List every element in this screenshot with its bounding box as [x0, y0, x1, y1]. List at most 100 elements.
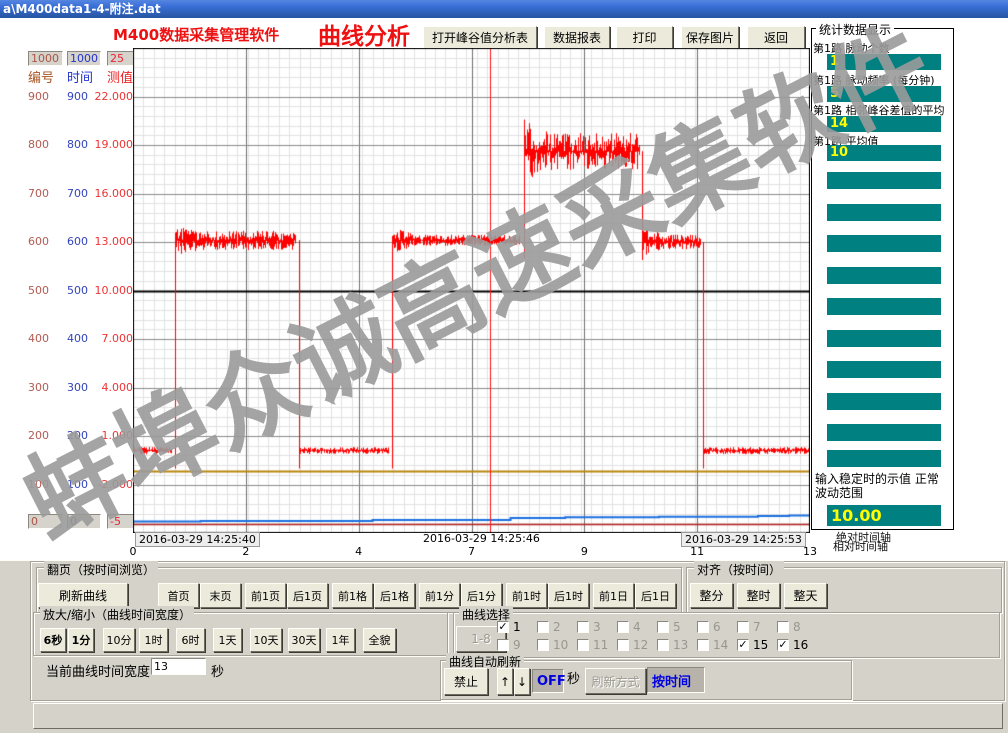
- zoom-group-label: 放大/缩小（曲线时间宽度）: [40, 606, 195, 623]
- checkbox-box[interactable]: [497, 639, 509, 651]
- checkbox-box[interactable]: [537, 621, 549, 633]
- refresh-mode-value[interactable]: 按时间: [647, 667, 705, 693]
- checkbox-box[interactable]: [617, 621, 629, 633]
- axis-row-time: 700: [67, 187, 88, 200]
- paging-button-前1格[interactable]: 前1格: [332, 583, 373, 608]
- zoom-button-1分[interactable]: 1分: [68, 628, 94, 652]
- interval-value-display[interactable]: OFF: [532, 669, 566, 693]
- zoom-button-6秒[interactable]: 6秒: [40, 628, 66, 652]
- refresh-curve-button[interactable]: 刷新曲线: [38, 583, 128, 608]
- axis-row-id: 800: [28, 138, 49, 151]
- zoom-button-6时[interactable]: 6时: [176, 628, 205, 652]
- title-bar[interactable]: a\M400data1-4-附注.dat: [0, 0, 1008, 18]
- zoom-button-1天[interactable]: 1天: [213, 628, 242, 652]
- stat-item-value-bar: 10: [827, 145, 941, 161]
- zoom-button-1年[interactable]: 1年: [326, 628, 355, 652]
- refresh-mode-button[interactable]: 刷新方式: [585, 668, 646, 694]
- paging-button-后1格[interactable]: 后1格: [374, 583, 415, 608]
- align-button-1[interactable]: 整时: [737, 583, 780, 608]
- curve-checkbox-9[interactable]: 9: [497, 638, 521, 652]
- print-button[interactable]: 打印: [616, 26, 673, 49]
- absolute-time-axis-label[interactable]: 绝对时间轴: [836, 531, 891, 544]
- x-tick-label: 9: [580, 545, 588, 558]
- curve-checkbox-14[interactable]: 14: [697, 638, 728, 652]
- checkbox-box[interactable]: [697, 621, 709, 633]
- stat-item-label: 第1路 相邻峰谷差值的平均: [813, 104, 945, 117]
- curve-checkbox-1[interactable]: ✓ 1: [497, 620, 521, 634]
- checkbox-box[interactable]: [617, 639, 629, 651]
- checkbox-box[interactable]: [657, 621, 669, 633]
- axis-row-value: -2.000: [97, 478, 133, 491]
- x-tick-label: 4: [355, 545, 363, 558]
- curve-chart[interactable]: [133, 48, 810, 533]
- curve-checkbox-13[interactable]: 13: [657, 638, 688, 652]
- x-tick-label: 7: [468, 545, 475, 558]
- paging-button-前1时[interactable]: 前1时: [506, 583, 547, 608]
- stat-empty-bar: [827, 235, 941, 252]
- curve-checkbox-3[interactable]: 3: [577, 620, 601, 634]
- stat-empty-bar: [827, 267, 941, 284]
- curve-checkbox-15[interactable]: ✓ 15: [737, 638, 768, 652]
- checkbox-box[interactable]: [697, 639, 709, 651]
- checkbox-box[interactable]: [657, 639, 669, 651]
- curve-checkbox-5[interactable]: 5: [657, 620, 681, 634]
- back-button[interactable]: 返回: [747, 26, 805, 49]
- axis-row-id: 500: [28, 284, 49, 297]
- paging-button-后1日[interactable]: 后1日: [635, 583, 676, 608]
- curve-checkbox-4[interactable]: 4: [617, 620, 641, 634]
- axis-min-input-0[interactable]: 0: [28, 514, 63, 529]
- zoom-button-30天[interactable]: 30天: [288, 628, 320, 652]
- checkbox-box[interactable]: [577, 621, 589, 633]
- curve-checkbox-7[interactable]: 7: [737, 620, 761, 634]
- open-peak-valley-table-button[interactable]: 打开峰谷值分析表: [423, 26, 537, 49]
- checkbox-box[interactable]: [777, 621, 789, 633]
- curve-width-input[interactable]: [151, 658, 206, 675]
- paging-button-后1页[interactable]: 后1页: [287, 583, 328, 608]
- axis-row-id: 100: [28, 478, 49, 491]
- align-button-0[interactable]: 整分: [690, 583, 733, 608]
- zoom-button-10天[interactable]: 10天: [250, 628, 282, 652]
- paging-button-首页[interactable]: 首页: [158, 583, 199, 608]
- checkbox-box[interactable]: ✓: [497, 620, 509, 633]
- paging-button-前1分[interactable]: 前1分: [419, 583, 460, 608]
- interval-up-button[interactable]: ↑: [497, 668, 513, 695]
- axis-row-id: 600: [28, 235, 49, 248]
- x-tick-label: 0: [129, 545, 137, 558]
- checkbox-box[interactable]: [537, 639, 549, 651]
- axis-max-input-1[interactable]: 1000: [67, 51, 101, 66]
- paging-button-末页[interactable]: 末页: [200, 583, 241, 608]
- zoom-button-全貌[interactable]: 全貌: [363, 628, 396, 652]
- align-button-2[interactable]: 整天: [784, 583, 827, 608]
- checkbox-box[interactable]: ✓: [737, 638, 749, 651]
- window-title: a\M400data1-4-附注.dat: [3, 2, 161, 16]
- curve-checkbox-6[interactable]: 6: [697, 620, 721, 634]
- relative-time-axis-label[interactable]: 相对时间轴: [833, 540, 888, 553]
- curve-checkbox-16[interactable]: ✓ 16: [777, 638, 808, 652]
- zoom-button-10分[interactable]: 10分: [103, 628, 135, 652]
- paging-button-前1页[interactable]: 前1页: [245, 583, 286, 608]
- curve-checkbox-10[interactable]: 10: [537, 638, 568, 652]
- axis-row-id: 300: [28, 381, 49, 394]
- paging-button-后1分[interactable]: 后1分: [461, 583, 502, 608]
- data-report-button[interactable]: 数据报表: [544, 26, 610, 49]
- stop-refresh-button[interactable]: 禁止: [444, 668, 488, 695]
- checkbox-label: 2: [553, 620, 561, 634]
- axis-max-input-0[interactable]: 1000: [28, 51, 63, 66]
- axis-row-id: 400: [28, 332, 49, 345]
- checkbox-box[interactable]: [577, 639, 589, 651]
- axis-row-value: 16.000: [94, 187, 134, 200]
- checkbox-box[interactable]: [737, 621, 749, 633]
- curve-checkbox-8[interactable]: 8: [777, 620, 801, 634]
- paging-button-前1日[interactable]: 前1日: [593, 583, 634, 608]
- save-image-button[interactable]: 保存图片: [681, 26, 739, 49]
- bottom-panel-frame: [30, 561, 1005, 701]
- curve-checkbox-2[interactable]: 2: [537, 620, 561, 634]
- paging-button-后1时[interactable]: 后1时: [548, 583, 589, 608]
- interval-down-button[interactable]: ↓: [514, 668, 530, 695]
- curve-checkbox-12[interactable]: 12: [617, 638, 648, 652]
- curve-checkbox-11[interactable]: 11: [577, 638, 608, 652]
- zoom-button-1时[interactable]: 1时: [139, 628, 168, 652]
- checkbox-label: 14: [713, 638, 729, 652]
- axis-min-input-1[interactable]: 0: [67, 514, 101, 529]
- checkbox-box[interactable]: ✓: [777, 638, 789, 651]
